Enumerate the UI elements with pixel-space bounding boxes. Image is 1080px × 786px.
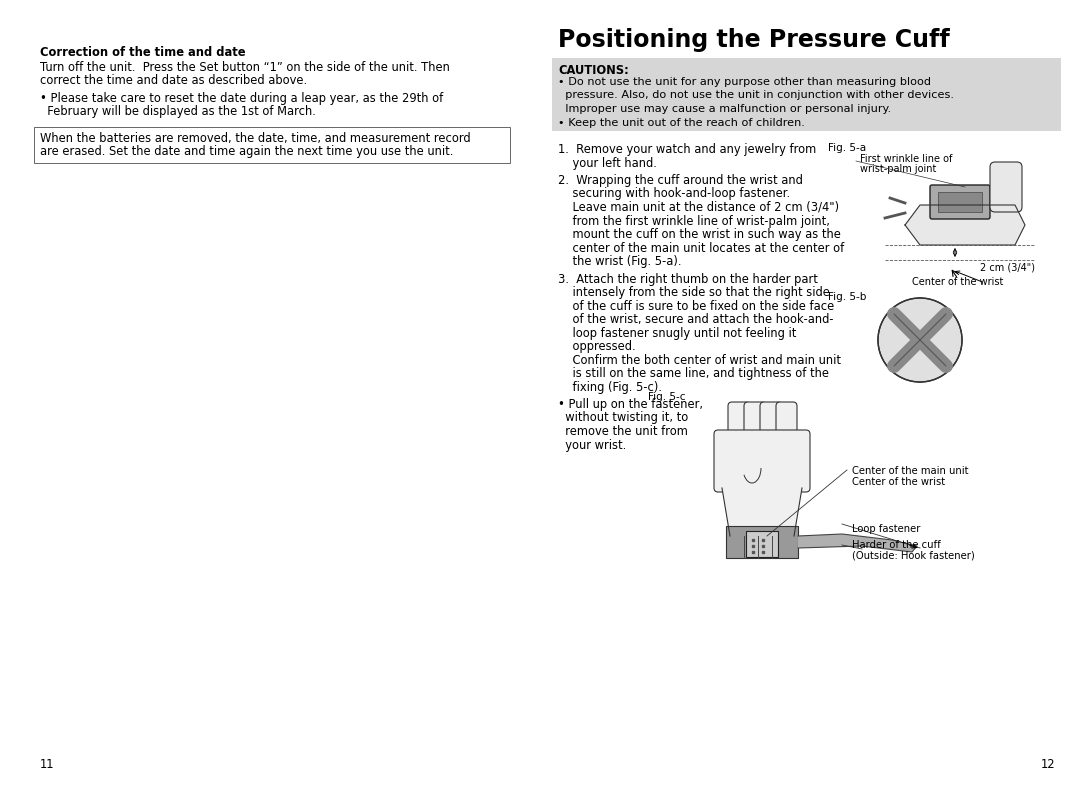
Text: Turn off the unit.  Press the Set button “1” on the side of the unit. Then: Turn off the unit. Press the Set button … bbox=[40, 61, 450, 74]
FancyBboxPatch shape bbox=[990, 162, 1022, 212]
FancyBboxPatch shape bbox=[930, 185, 990, 219]
Text: from the first wrinkle line of wrist-palm joint,: from the first wrinkle line of wrist-pal… bbox=[558, 215, 829, 227]
Text: the wrist (Fig. 5-a).: the wrist (Fig. 5-a). bbox=[558, 255, 681, 268]
Circle shape bbox=[878, 298, 962, 382]
Text: 2 cm (3/4"): 2 cm (3/4") bbox=[980, 263, 1035, 273]
Text: Improper use may cause a malfunction or personal injury.: Improper use may cause a malfunction or … bbox=[558, 104, 891, 114]
Text: are erased. Set the date and time again the next time you use the unit.: are erased. Set the date and time again … bbox=[40, 145, 454, 159]
Text: pressure. Also, do not use the unit in conjunction with other devices.: pressure. Also, do not use the unit in c… bbox=[558, 90, 954, 101]
Text: your left hand.: your left hand. bbox=[558, 156, 657, 170]
Text: 11: 11 bbox=[40, 758, 54, 771]
FancyBboxPatch shape bbox=[728, 402, 750, 480]
Text: CAUTIONS:: CAUTIONS: bbox=[558, 64, 629, 77]
Text: • Keep the unit out of the reach of children.: • Keep the unit out of the reach of chil… bbox=[558, 117, 805, 127]
Text: When the batteries are removed, the date, time, and measurement record: When the batteries are removed, the date… bbox=[40, 132, 471, 145]
Bar bbox=[939, 192, 982, 212]
Text: is still on the same line, and tightness of the: is still on the same line, and tightness… bbox=[558, 367, 829, 380]
Text: your wrist.: your wrist. bbox=[558, 439, 626, 451]
Text: • Pull up on the fastener,: • Pull up on the fastener, bbox=[558, 398, 703, 411]
Text: Leave main unit at the distance of 2 cm (3/4"): Leave main unit at the distance of 2 cm … bbox=[558, 201, 839, 214]
Text: Harder of the cuff: Harder of the cuff bbox=[852, 540, 941, 550]
FancyBboxPatch shape bbox=[777, 402, 797, 474]
Text: securing with hook-and-loop fastener.: securing with hook-and-loop fastener. bbox=[558, 188, 791, 200]
Bar bbox=[33, 127, 510, 163]
Text: 1.  Remove your watch and any jewelry from: 1. Remove your watch and any jewelry fro… bbox=[558, 143, 816, 156]
Text: wrist-palm joint: wrist-palm joint bbox=[860, 164, 936, 174]
Text: correct the time and date as described above.: correct the time and date as described a… bbox=[40, 75, 307, 87]
Text: fixing (Fig. 5-c).: fixing (Fig. 5-c). bbox=[558, 380, 662, 394]
Text: intensely from the side so that the right side: intensely from the side so that the righ… bbox=[558, 286, 829, 299]
Text: Fig. 5-c: Fig. 5-c bbox=[648, 392, 686, 402]
Text: mount the cuff on the wrist in such way as the: mount the cuff on the wrist in such way … bbox=[558, 228, 841, 241]
Bar bbox=[552, 58, 1061, 131]
Text: (Outside: Hook fastener): (Outside: Hook fastener) bbox=[852, 551, 975, 561]
Text: Confirm the both center of wrist and main unit: Confirm the both center of wrist and mai… bbox=[558, 354, 841, 366]
Text: 12: 12 bbox=[1040, 758, 1055, 771]
Text: without twisting it, to: without twisting it, to bbox=[558, 412, 688, 424]
FancyBboxPatch shape bbox=[744, 402, 766, 488]
Text: of the wrist, secure and attach the hook-and-: of the wrist, secure and attach the hook… bbox=[558, 313, 834, 326]
Polygon shape bbox=[905, 205, 1025, 245]
FancyBboxPatch shape bbox=[746, 531, 778, 557]
Polygon shape bbox=[723, 488, 802, 536]
Text: • Please take care to reset the date during a leap year, as the 29th of: • Please take care to reset the date dur… bbox=[40, 92, 443, 105]
Text: Center of the main unit: Center of the main unit bbox=[852, 466, 969, 476]
Text: Fig. 5-b: Fig. 5-b bbox=[828, 292, 866, 302]
Text: oppressed.: oppressed. bbox=[558, 340, 636, 353]
Text: Correction of the time and date: Correction of the time and date bbox=[40, 46, 245, 59]
FancyBboxPatch shape bbox=[714, 430, 810, 492]
Text: 2.  Wrapping the cuff around the wrist and: 2. Wrapping the cuff around the wrist an… bbox=[558, 174, 802, 187]
Bar bbox=[726, 526, 798, 558]
Text: February will be displayed as the 1st of March.: February will be displayed as the 1st of… bbox=[40, 105, 315, 119]
Text: Fig. 5-a: Fig. 5-a bbox=[828, 143, 866, 153]
Polygon shape bbox=[798, 534, 917, 552]
Text: First wrinkle line of: First wrinkle line of bbox=[860, 154, 953, 164]
Text: • Do not use the unit for any purpose other than measuring blood: • Do not use the unit for any purpose ot… bbox=[558, 77, 931, 87]
FancyBboxPatch shape bbox=[760, 402, 782, 486]
Text: of the cuff is sure to be fixed on the side face: of the cuff is sure to be fixed on the s… bbox=[558, 299, 834, 313]
Text: center of the main unit locates at the center of: center of the main unit locates at the c… bbox=[558, 241, 845, 255]
Text: 3.  Attach the right thumb on the harder part: 3. Attach the right thumb on the harder … bbox=[558, 273, 818, 285]
Text: remove the unit from: remove the unit from bbox=[558, 425, 688, 438]
Text: loop fastener snugly until not feeling it: loop fastener snugly until not feeling i… bbox=[558, 326, 796, 340]
Text: Center of the wrist: Center of the wrist bbox=[852, 477, 945, 487]
Text: Center of the wrist: Center of the wrist bbox=[912, 277, 1003, 287]
Text: Positioning the Pressure Cuff: Positioning the Pressure Cuff bbox=[558, 28, 949, 52]
Text: Loop fastener: Loop fastener bbox=[852, 524, 920, 534]
